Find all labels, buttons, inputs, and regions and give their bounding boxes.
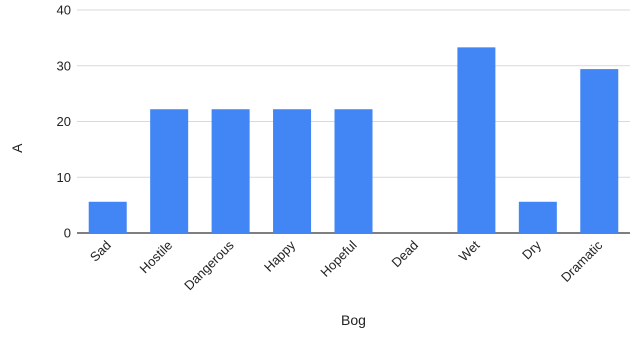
x-tick-label: Dramatic xyxy=(558,237,606,285)
x-tick-label: Dead xyxy=(388,238,421,271)
x-axis-ticks: Sad Hostile Dangerous Happy Hopeful Dead Wet Dr… xyxy=(87,237,606,293)
y-axis-title: A xyxy=(9,143,25,153)
x-axis-title: Bog xyxy=(341,312,366,328)
x-tick-label: Dangerous xyxy=(181,237,237,293)
bar-sad xyxy=(88,201,127,233)
y-tick-label: 30 xyxy=(57,58,71,73)
bar-dangerous xyxy=(211,109,250,233)
y-axis-ticks: 0 10 20 30 40 xyxy=(57,3,71,241)
y-tick-label: 20 xyxy=(57,114,71,129)
bar-dramatic xyxy=(580,69,619,233)
y-tick-label: 0 xyxy=(64,226,71,241)
bar-hopeful xyxy=(334,109,373,233)
bars xyxy=(88,47,619,233)
y-tick-label: 10 xyxy=(57,170,71,185)
bar-wet xyxy=(457,47,496,233)
x-tick-label: Dry xyxy=(519,237,544,262)
x-tick-label: Hostile xyxy=(137,238,176,277)
y-tick-label: 40 xyxy=(57,3,71,18)
x-tick-label: Wet xyxy=(456,237,483,264)
bar-dry xyxy=(518,201,557,233)
bar-hostile xyxy=(150,109,189,233)
bar-happy xyxy=(273,109,312,233)
x-tick-label: Happy xyxy=(261,237,299,275)
x-tick-label: Sad xyxy=(87,238,114,265)
x-tick-label: Hopeful xyxy=(317,237,359,279)
